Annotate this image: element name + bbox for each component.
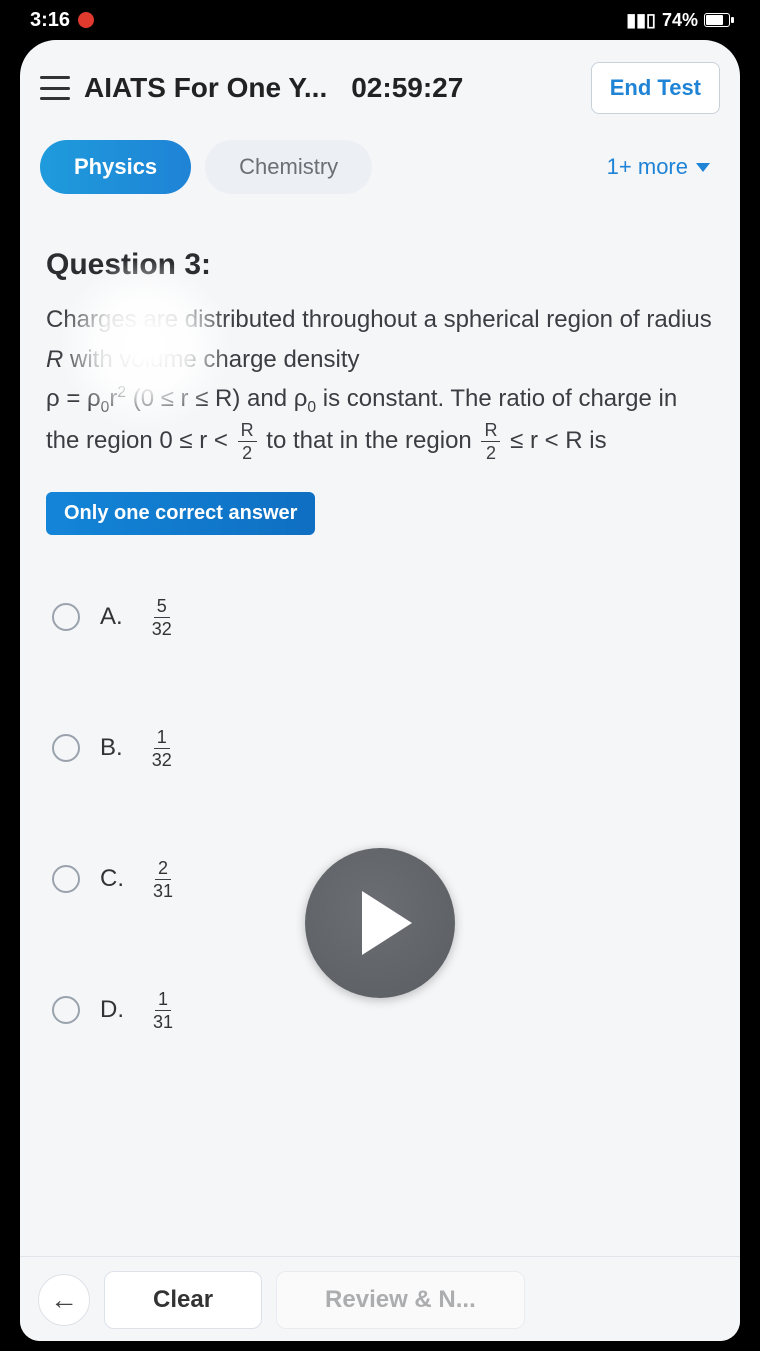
- question-text: Charges are distributed throughout a sph…: [46, 300, 714, 462]
- question-heading: Question 3:: [46, 248, 714, 282]
- option-d-letter: D.: [100, 996, 124, 1024]
- back-arrow-icon: ←: [50, 1284, 78, 1316]
- status-time: 3:16: [30, 9, 70, 32]
- tab-chemistry[interactable]: Chemistry: [205, 140, 372, 194]
- option-a[interactable]: A. 532: [46, 575, 714, 660]
- timer: 02:59:27: [351, 72, 463, 104]
- app-screen: AIATS For One Y... 02:59:27 End Test Phy…: [20, 40, 740, 1341]
- radio-d[interactable]: [52, 996, 80, 1024]
- chevron-down-icon: [696, 163, 710, 172]
- status-bar: 3:16 ▮▮▯ 74%: [0, 0, 760, 40]
- review-next-button[interactable]: Review & N...: [276, 1271, 525, 1329]
- option-b-letter: B.: [100, 734, 123, 762]
- answer-type-badge: Only one correct answer: [46, 492, 315, 535]
- option-c-letter: C.: [100, 865, 124, 893]
- menu-icon[interactable]: [40, 76, 70, 100]
- footer-bar: ← Clear Review & N...: [20, 1256, 740, 1341]
- option-b[interactable]: B. 132: [46, 706, 714, 791]
- battery-icon: [704, 13, 730, 27]
- play-icon: [362, 891, 412, 955]
- radio-b[interactable]: [52, 734, 80, 762]
- clear-button[interactable]: Clear: [104, 1271, 262, 1329]
- subject-tabs: Physics Chemistry 1+ more: [20, 132, 740, 208]
- signal-icon: ▮▮▯: [626, 10, 656, 31]
- play-button[interactable]: [305, 848, 455, 998]
- tab-more[interactable]: 1+ more: [573, 140, 720, 194]
- test-title: AIATS For One Y...: [84, 72, 327, 104]
- radio-c[interactable]: [52, 865, 80, 893]
- end-test-button[interactable]: End Test: [591, 62, 720, 114]
- battery-text: 74%: [662, 10, 698, 31]
- status-rec-icon: [78, 12, 94, 28]
- radio-a[interactable]: [52, 603, 80, 631]
- question-content: Question 3: Charges are distributed thro…: [20, 208, 740, 1256]
- option-a-letter: A.: [100, 603, 123, 631]
- tab-more-label: 1+ more: [607, 154, 688, 180]
- phone-frame: 3:16 ▮▮▯ 74% AIATS For One Y... 02:59:27…: [0, 0, 760, 1351]
- back-button[interactable]: ←: [38, 1274, 90, 1326]
- tab-physics[interactable]: Physics: [40, 140, 191, 194]
- app-header: AIATS For One Y... 02:59:27 End Test: [20, 40, 740, 132]
